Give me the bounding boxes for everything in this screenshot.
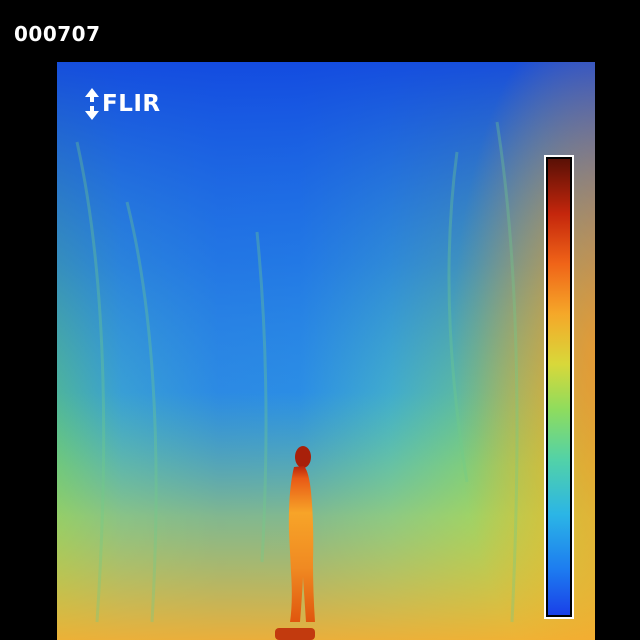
thermal-image: FLIR	[57, 62, 595, 640]
brand-name: FLIR	[102, 91, 161, 117]
brand-logo: FLIR	[85, 88, 161, 120]
thermal-scene	[57, 62, 595, 640]
flir-diamond-icon	[85, 88, 99, 120]
frame-counter: 000707	[14, 22, 101, 46]
temperature-color-scale	[544, 155, 574, 619]
person-silhouette	[275, 446, 315, 640]
